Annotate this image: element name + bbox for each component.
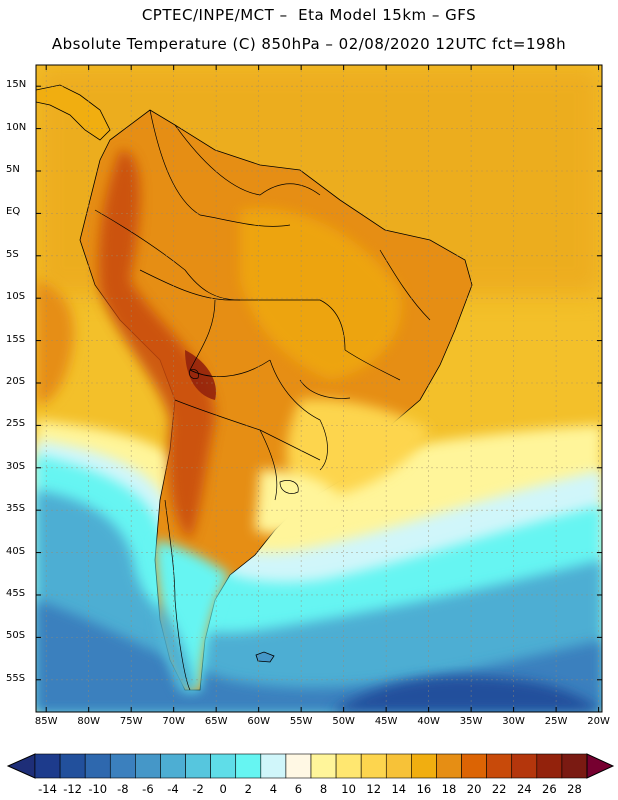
- colorbar-label: 0: [219, 782, 227, 796]
- colorbar-swatch: [185, 753, 211, 779]
- latitude-label: 35S: [6, 503, 26, 515]
- colorbar-label: 20: [466, 782, 482, 796]
- colorbar-label: 8: [319, 782, 328, 796]
- field-uruguay: [255, 470, 340, 534]
- colorbar-swatch: [285, 753, 312, 779]
- latitude-label: 15S: [6, 333, 26, 345]
- latitude-label: 15N: [6, 79, 27, 91]
- colorbar-label: 18: [441, 782, 457, 796]
- colorbar-swatch: [536, 753, 563, 779]
- colorbar-swatch: [135, 753, 161, 779]
- longitude-label: 50W: [332, 716, 355, 727]
- colorbar-label: 2: [244, 782, 252, 796]
- colorbar-swatch: [486, 753, 513, 779]
- latitude-label: 45S: [6, 587, 26, 599]
- field-deep-polar: [330, 676, 602, 712]
- longitude-label: 30W: [502, 716, 525, 727]
- longitude-label: 25W: [544, 716, 568, 727]
- colorbar-swatch: [109, 753, 136, 779]
- longitude-label: 65W: [204, 716, 228, 727]
- central-america-land: [36, 84, 111, 141]
- latitude-label: 40S: [6, 545, 26, 557]
- field-south-brazil: [286, 399, 430, 500]
- latitude-label: 20S: [6, 375, 26, 387]
- colorbar-label: -6: [142, 782, 154, 796]
- field-pacific-warm: [36, 280, 74, 404]
- colorbar-label: -14: [38, 782, 57, 796]
- colorbar-label: -2: [192, 782, 204, 796]
- colorbar-swatch: [34, 753, 61, 779]
- axis-ticks: [36, 65, 602, 712]
- colorbar-swatch: [461, 753, 487, 779]
- longitude-label: 20W: [587, 716, 610, 727]
- colorbar-swatch: [411, 753, 437, 779]
- latitude-label: 30S: [6, 460, 26, 472]
- colorbar-swatch: [335, 753, 362, 779]
- colorbar-swatch: [210, 753, 237, 779]
- map-frame: [35, 64, 603, 713]
- colorbar-swatch: [59, 753, 86, 779]
- longitude-label: 40W: [417, 716, 440, 727]
- colorbar-label: 6: [294, 782, 303, 796]
- field-south-chile: [155, 600, 195, 690]
- colorbar-swatch: [84, 753, 111, 779]
- field-andes-ridge: [98, 150, 215, 540]
- latitude-label: 5S: [6, 248, 19, 260]
- colorbar-swatch: [235, 753, 262, 779]
- colorbar-swatch: [160, 753, 186, 779]
- lat-lon-grid: [36, 65, 602, 712]
- colorbar-label: 4: [269, 782, 278, 796]
- latitude-label: 50S: [6, 630, 26, 642]
- colorbar-label: -10: [88, 782, 108, 796]
- longitude-label: 45W: [374, 716, 398, 727]
- longitude-label: 75W: [119, 716, 143, 727]
- colorbar-label: -8: [117, 782, 129, 796]
- latitude-label: 25S: [6, 418, 26, 430]
- latitude-label: EQ: [6, 206, 21, 218]
- latitude-label: 55S: [6, 672, 26, 684]
- colorbar-label: 14: [391, 782, 407, 796]
- latitude-label: 10S: [6, 291, 26, 303]
- colorbar-label: 28: [567, 782, 582, 796]
- colorbar-swatch: [436, 753, 462, 779]
- colorbar-label: -12: [63, 782, 83, 796]
- lake-titicaca: [189, 369, 199, 379]
- longitude-label: 70W: [162, 716, 185, 727]
- colorbar-swatch: [511, 753, 538, 779]
- field-amazon-patch: [240, 208, 402, 380]
- colorbar-swatch: [385, 753, 412, 779]
- colorbar-label: 22: [491, 782, 507, 796]
- latitude-label: 10N: [6, 121, 27, 133]
- temperature-field: [36, 65, 602, 712]
- colorbar-label: 12: [366, 782, 382, 796]
- chart-subtitle: Absolute Temperature (C) 850hPa – 02/08/…: [51, 35, 567, 53]
- colorbar-swatch: [260, 753, 287, 779]
- colorbar-label: -4: [167, 782, 179, 796]
- colorbar-label: 24: [516, 782, 532, 796]
- latitude-label: 5N: [6, 163, 20, 175]
- colorbar-under-arrow: [6, 753, 36, 779]
- colorbar-swatch: [360, 753, 387, 779]
- lake-outline: [279, 480, 299, 494]
- colorbar: [6, 753, 615, 779]
- longitude-label: 85W: [34, 716, 58, 727]
- colorbar-label: 26: [542, 782, 557, 796]
- colorbar-swatch: [310, 753, 337, 779]
- falklands-island: [255, 651, 275, 663]
- colorbar-swatch: [561, 753, 588, 779]
- field-altiplano: [185, 350, 216, 400]
- colorbar-over-arrow: [586, 753, 615, 779]
- chart-title: CPTEC/INPE/MCT – Eta Model 15km – GFS: [141, 6, 477, 24]
- colorbar-label: 10: [341, 782, 356, 796]
- colorbar-label: 16: [416, 782, 432, 796]
- longitude-label: 80W: [77, 716, 100, 727]
- longitude-label: 55W: [289, 716, 313, 727]
- longitude-label: 60W: [247, 716, 270, 727]
- longitude-label: 35W: [459, 716, 483, 727]
